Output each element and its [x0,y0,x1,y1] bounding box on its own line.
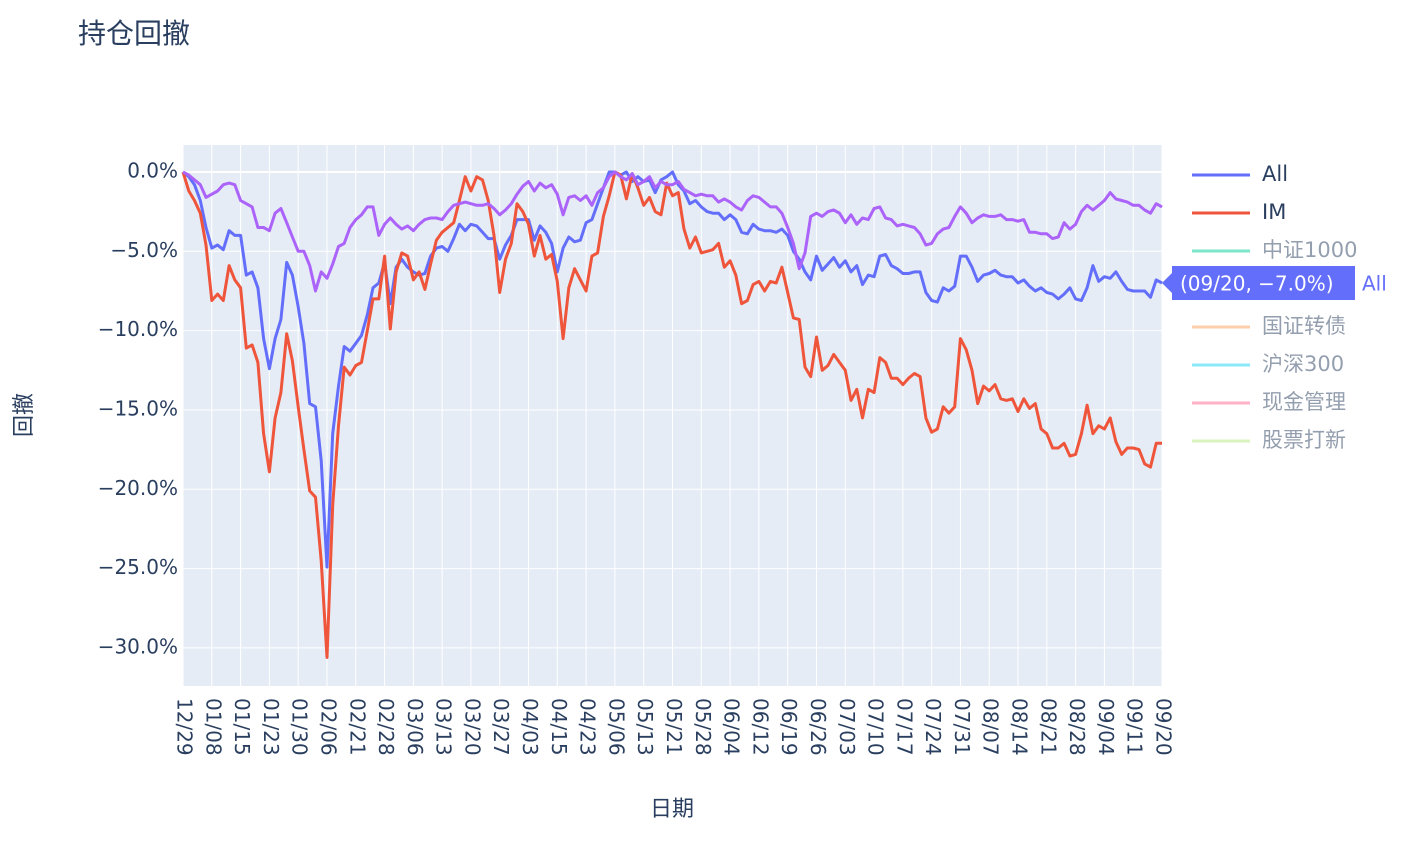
y-tick-label: −5.0% [110,238,178,262]
series-line [182,170,1163,293]
x-tick-label: 05/06 [604,698,628,756]
x-tick-label: 12/29 [173,698,197,756]
x-tick-label: 05/28 [691,698,715,756]
legend-label: 现金管理 [1262,390,1346,414]
x-tick-label: 03/27 [489,698,513,756]
x-tick-label: 02/28 [374,698,398,756]
x-tick-label: 01/08 [201,698,225,756]
tooltip-series: All [1362,272,1387,296]
x-tick-label: 09/20 [1152,698,1176,756]
series-line [182,170,1163,569]
x-tick-label: 09/11 [1123,698,1147,756]
legend-item[interactable]: 现金管理 [1192,390,1346,414]
x-tick-label: 07/10 [864,698,888,756]
y-axis-title: 回撤 [12,393,37,437]
legend-item[interactable]: All [1192,162,1288,186]
y-tick-label: −25.0% [98,555,178,579]
x-tick-label: 07/24 [921,698,945,756]
y-tick-label: −20.0% [98,476,178,500]
legend-label: 国证转债 [1262,314,1346,338]
y-tick-label: −15.0% [98,396,178,420]
tooltip-box [1162,266,1355,301]
legend-item[interactable]: 股票打新 [1192,428,1346,452]
legend-item[interactable]: IM [1192,200,1286,224]
y-tick-label: −10.0% [98,317,178,341]
legend-label: 中证1000 [1262,238,1357,262]
x-tick-label: 03/13 [432,698,456,756]
y-tick-label: −30.0% [98,634,178,658]
x-tick-label: 03/06 [403,698,427,756]
x-tick-label: 08/14 [1008,698,1032,756]
legend-item[interactable]: 沪深300 [1192,352,1344,376]
x-tick-label: 06/19 [777,698,801,756]
series-line [181,170,1162,659]
x-tick-label: 07/03 [835,698,859,756]
x-tick-label: 08/07 [979,698,1003,756]
legend-label: 沪深300 [1262,352,1344,376]
legend-item[interactable]: 中证1000 [1192,238,1357,262]
x-tick-label: 07/31 [950,698,974,756]
legend-item[interactable]: 国证转债 [1192,314,1346,338]
x-tick-label: 09/04 [1094,698,1118,756]
x-tick-label: 06/04 [720,698,744,756]
legend-label: 股票打新 [1262,428,1346,452]
x-tick-label: 02/21 [345,698,369,756]
x-tick-label: 03/20 [460,698,484,756]
x-tick-label: 08/28 [1065,698,1089,756]
x-axis-title: 日期 [650,797,694,822]
x-tick-label: 05/13 [633,698,657,756]
x-tick-label: 01/23 [259,698,283,756]
x-tick-label: 01/30 [288,698,312,756]
x-tick-label: 02/06 [316,698,340,756]
tooltip-text: (09/20, −7.0%) [1180,272,1334,296]
y-tick-label: 0.0% [127,158,178,182]
x-tick-label: 01/15 [230,698,254,756]
x-tick-label: 04/23 [576,698,600,756]
x-tick-label: 08/21 [1036,698,1060,756]
legend-label: IM [1262,200,1286,224]
x-tick-label: 06/12 [748,698,772,756]
x-tick-label: 04/03 [518,698,542,756]
legend-label: All [1262,162,1288,186]
x-tick-label: 06/26 [806,698,830,756]
x-tick-label: 05/21 [662,698,686,756]
chart-title: 持仓回撤 [78,17,190,50]
tooltip-name-bg [1352,266,1402,301]
x-tick-label: 07/17 [892,698,916,756]
x-tick-label: 04/15 [547,698,571,756]
